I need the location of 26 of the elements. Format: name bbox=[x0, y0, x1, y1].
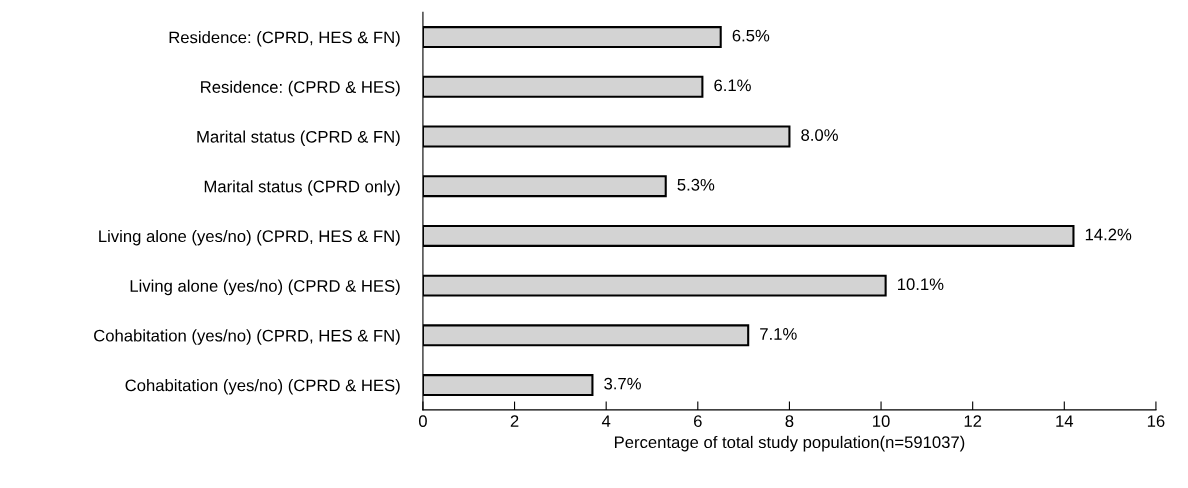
data-label: 8.0% bbox=[801, 129, 838, 141]
x-tick-label: 12 bbox=[964, 415, 982, 427]
y-tick-label: Cohabitation (yes/no) (CPRD & HES) bbox=[125, 379, 400, 395]
x-tick-label: 6 bbox=[694, 415, 702, 428]
data-label: 6.1% bbox=[714, 79, 751, 92]
y-tick-label: Residence: (CPRD & HES) bbox=[201, 80, 400, 97]
x-tick-label: 2 bbox=[510, 415, 519, 427]
data-label: 7.1% bbox=[760, 328, 797, 340]
x-tick-label: 4 bbox=[601, 415, 611, 427]
data-label: 6.5% bbox=[732, 29, 770, 42]
data-label: 3.7% bbox=[604, 377, 641, 390]
data-label: 5.3% bbox=[677, 178, 715, 191]
x-tick-label: 16 bbox=[1147, 415, 1165, 428]
x-tick-label: 10 bbox=[873, 415, 890, 428]
data-label: 14.2% bbox=[1085, 228, 1132, 241]
y-tick-label: Residence: (CPRD, HES & FN) bbox=[169, 31, 400, 47]
y-tick-label: Marital status (CPRD & FN) bbox=[197, 130, 400, 146]
x-tick-label: 8 bbox=[785, 415, 794, 428]
y-tick-label: Living alone (yes/no) (CPRD & HES) bbox=[130, 279, 400, 296]
x-tick-label: 0 bbox=[418, 415, 427, 428]
data-label: 10.1% bbox=[898, 278, 944, 291]
x-axis-title: Percentage of total study population(n=591037) bbox=[614, 435, 965, 452]
y-tick-label: Living alone (yes/no) (CPRD, HES & FN) bbox=[99, 229, 400, 246]
y-tick-label: Marital status (CPRD only) bbox=[204, 180, 400, 196]
y-tick-label: Cohabitation (yes/no) (CPRD, HES & FN) bbox=[94, 329, 400, 345]
x-tick-label: 14 bbox=[1056, 415, 1074, 427]
